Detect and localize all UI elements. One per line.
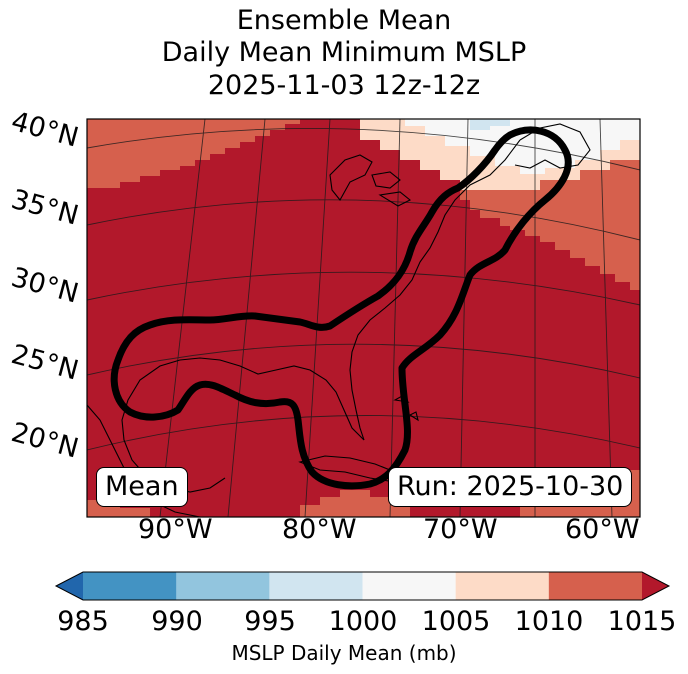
field-1005-1010-southcentral	[300, 490, 410, 517]
colorbar-tick-1000: 1000	[328, 606, 398, 637]
colorbar-segment	[176, 572, 270, 600]
run-date-label-box: Run: 2025-10-30	[388, 467, 633, 507]
colorbar-outline	[54, 571, 671, 601]
title-line-3: 2025-11-03 12z-12z	[207, 70, 481, 101]
field-1005-1010-northeast	[460, 160, 640, 290]
colorbar-segment	[269, 572, 363, 600]
colorbar-segment	[548, 572, 643, 600]
colorbar-segment	[362, 572, 457, 600]
field-1005-1010-northwest	[87, 119, 300, 188]
meridian-80W	[304, 119, 331, 517]
colorbar-tick-990: 990	[151, 606, 203, 637]
colorbar-extend-high	[642, 572, 669, 600]
parallel-35N	[87, 199, 640, 241]
colorbar-tick-1010: 1010	[514, 606, 584, 637]
field-995-1000	[405, 119, 640, 174]
lon-label-60w: 60°W	[565, 514, 640, 545]
mean-label-box: Mean	[96, 467, 188, 507]
title-line-1: Ensemble Mean	[236, 5, 452, 36]
meridian-75W	[389, 119, 401, 517]
parallel-40N	[87, 128, 640, 171]
parallel-25N	[87, 343, 640, 379]
colorbar-tick-995: 995	[244, 606, 296, 637]
map-frame	[86, 118, 641, 518]
parallel-20N	[87, 415, 640, 451]
coastline-canada-maritimes	[514, 123, 591, 169]
colorbar-extend-low	[56, 572, 83, 600]
contour-1010mb	[110, 126, 572, 490]
colorbar-label: MSLP Daily Mean (mb)	[231, 641, 457, 665]
coastline-great-lakes	[329, 154, 412, 207]
meridian-60W	[599, 119, 613, 517]
lon-label-90w: 90°W	[138, 514, 213, 545]
graticule	[87, 119, 640, 517]
colorbar-tick-1015: 1015	[607, 606, 677, 637]
parallel-30N	[87, 271, 640, 306]
colorbar-tick-985: 985	[57, 606, 109, 637]
lon-label-70w: 70°W	[423, 514, 498, 545]
colorbar	[54, 571, 671, 601]
title-line-2: Daily Mean Minimum MSLP	[161, 37, 527, 68]
coastline-us-east	[349, 139, 521, 441]
colorbar-tick-1005: 1005	[421, 606, 491, 637]
colorbar-segment	[83, 572, 177, 600]
lon-label-80w: 80°W	[282, 514, 357, 545]
colorbar-segment	[455, 572, 550, 600]
map-panel	[87, 119, 640, 517]
field-990-995-patch	[470, 119, 510, 130]
